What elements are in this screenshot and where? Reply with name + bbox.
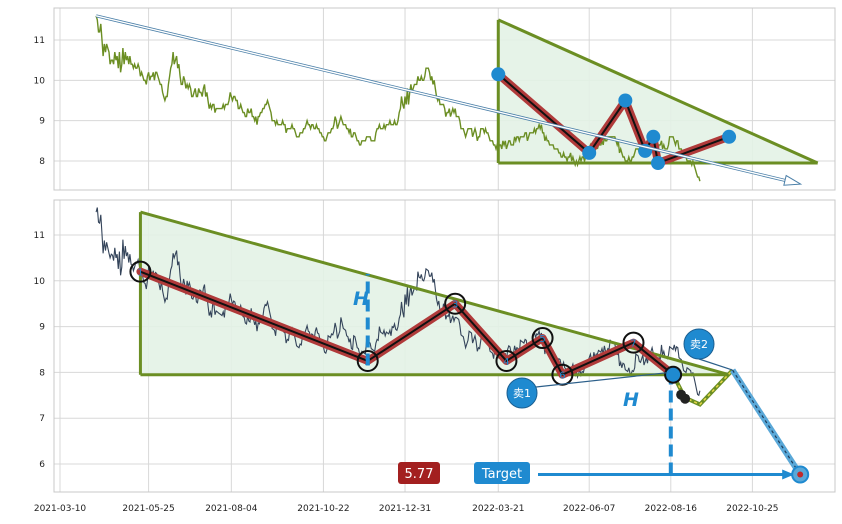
sell2-label: 卖2 — [690, 338, 708, 351]
pivot-ring — [495, 349, 518, 372]
xtick-label: 2021-08-04 — [205, 504, 258, 514]
target-box: Target — [474, 462, 530, 484]
top-panel: 8 9 10 11 — [34, 7, 836, 191]
triangle-upper-edge — [497, 18, 819, 165]
sell1-pointer — [535, 372, 668, 388]
pivot-dot — [618, 93, 633, 108]
ytick-label: 11 — [34, 231, 45, 241]
pivot-label: 3 — [452, 300, 458, 311]
xtick-label: 2021-12-31 — [379, 504, 431, 514]
pivot-ring — [129, 260, 152, 283]
pivot-dot — [491, 67, 506, 82]
height-label-2: H — [623, 389, 639, 411]
xtick-label: 2022-06-07 — [563, 504, 615, 514]
trend-arrow-head — [783, 174, 803, 186]
target-label: Target — [481, 467, 522, 482]
panel-frame — [53, 199, 836, 493]
sell2-marker — [683, 328, 715, 360]
target-diagonal-core — [732, 369, 801, 475]
panel-frame — [53, 7, 836, 191]
xtick-label: 2022-10-25 — [726, 504, 778, 514]
ytick-label: 10 — [34, 76, 46, 86]
sell1-label: 卖1 — [513, 387, 531, 400]
xtick-label: 2021-05-25 — [122, 504, 174, 514]
pivot-label: 2 — [365, 357, 371, 368]
pivot-ring — [356, 349, 379, 372]
ytick-label: 9 — [39, 323, 45, 333]
ytick-label: 11 — [34, 36, 45, 46]
xtick-label: 2022-08-16 — [645, 504, 698, 514]
pivot-dot — [650, 156, 665, 171]
pivot-ring — [444, 292, 467, 315]
pivot-ring — [531, 327, 554, 350]
breakout-point — [664, 365, 683, 384]
ytick-label: 10 — [34, 277, 46, 287]
pivot-label: 4 — [503, 357, 509, 368]
ytick-label: 8 — [39, 368, 45, 378]
price-series — [95, 207, 701, 397]
xtick-label: 2021-03-10 — [34, 504, 87, 514]
label-layer: 5.77 Target H H — [353, 288, 639, 484]
pivot-label: 6 — [559, 371, 565, 382]
price-box-5-77: 5.77 — [398, 462, 440, 484]
pivot-label: 7 — [630, 339, 636, 350]
ytick-label: 9 — [39, 117, 45, 127]
height-label-1: H — [353, 288, 369, 310]
trend-arrow-core — [95, 15, 797, 184]
target-point-center — [797, 471, 804, 478]
pivot-dot — [582, 145, 597, 160]
zigzag-inner — [140, 270, 674, 376]
xtick-label: 2021-10-22 — [297, 504, 349, 514]
ytick-label: 6 — [39, 460, 45, 470]
ytick-label: 7 — [39, 414, 45, 424]
pivot-ring — [622, 331, 645, 354]
pivot-label: 1 — [137, 268, 143, 279]
target-box-bg — [474, 462, 530, 484]
sell1-marker — [506, 377, 538, 409]
pivot-label: 5 — [539, 334, 545, 345]
xtick-label: 2022-03-21 — [472, 504, 524, 514]
triangle-fill — [498, 19, 818, 164]
projection-inner — [672, 369, 734, 406]
ytick-label: 8 — [39, 157, 45, 167]
pivot-dot — [646, 129, 661, 144]
pivot-dot — [722, 129, 737, 144]
price-box-bg — [398, 462, 440, 484]
target-price-label: 5.77 — [405, 467, 434, 482]
target-arrow-head — [782, 469, 795, 480]
sell2-pointer — [698, 358, 733, 371]
pullback-dot-2 — [680, 393, 691, 404]
